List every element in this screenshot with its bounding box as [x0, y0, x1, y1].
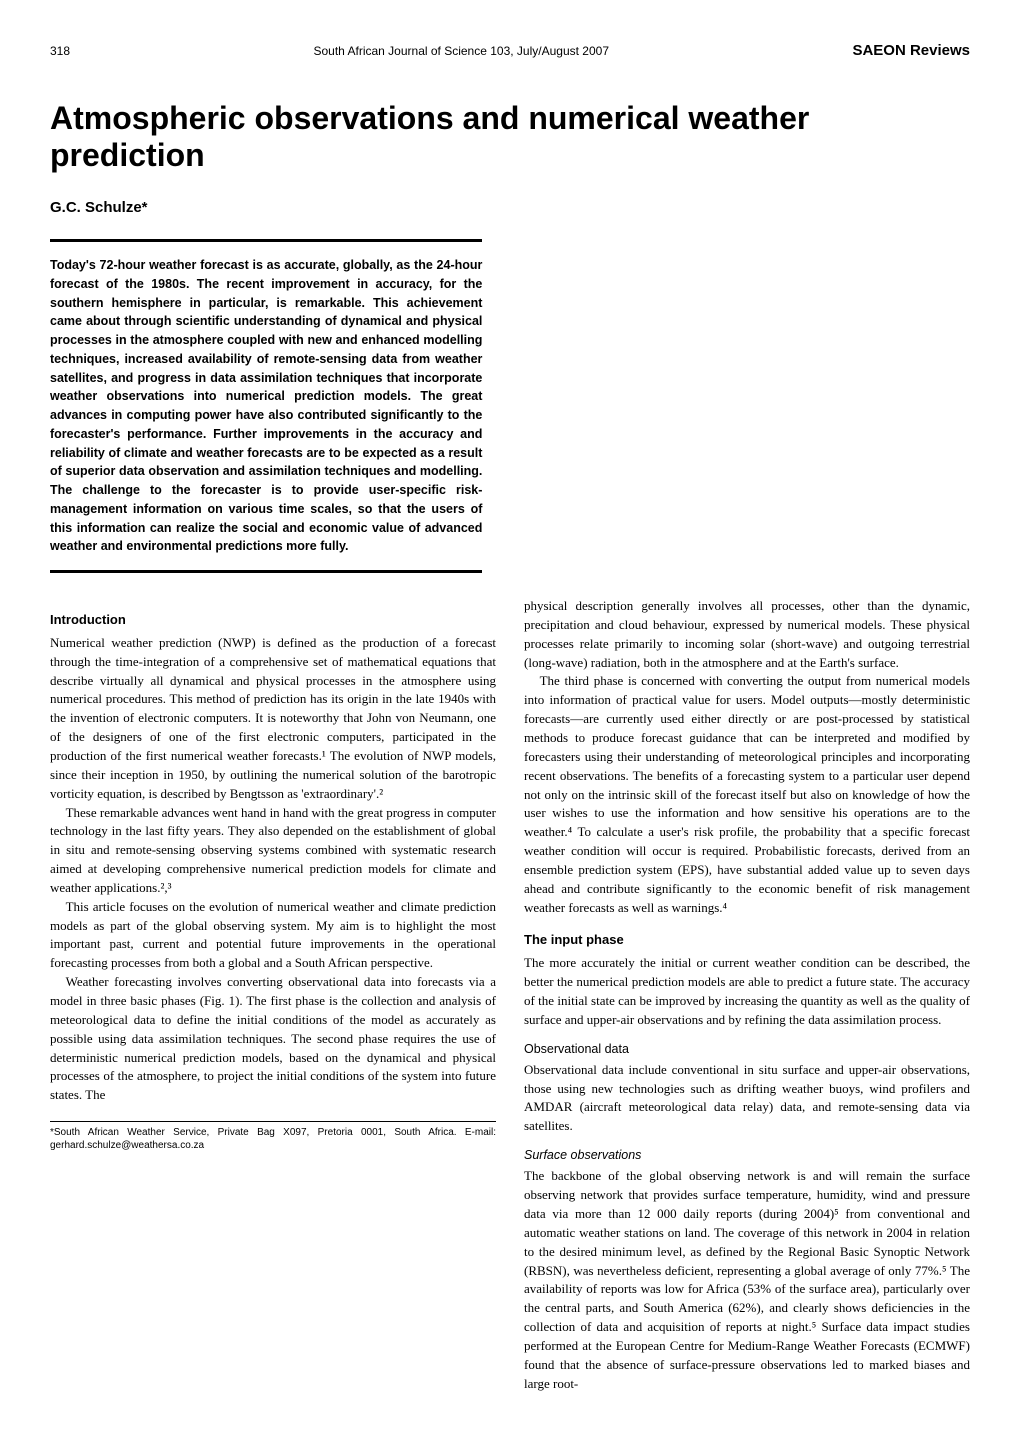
surface-observations-heading: Surface observations — [524, 1146, 970, 1164]
intro-heading: Introduction — [50, 611, 496, 630]
input-para-1: The more accurately the initial or curre… — [524, 954, 970, 1029]
section-label: SAEON Reviews — [852, 40, 970, 62]
intro-para-2: These remarkable advances went hand in h… — [50, 804, 496, 898]
obs-para-1: Observational data include conventional … — [524, 1061, 970, 1136]
running-header: 318 South African Journal of Science 103… — [50, 40, 970, 62]
abstract-text: Today's 72-hour weather forecast is as a… — [50, 256, 482, 556]
intro-para-3: This article focuses on the evolution of… — [50, 898, 496, 973]
rule-below-abstract — [50, 570, 482, 573]
observational-data-heading: Observational data — [524, 1040, 970, 1058]
intro-para-4: Weather forecasting involves converting … — [50, 973, 496, 1105]
surf-para-1: The backbone of the global observing net… — [524, 1167, 970, 1393]
author-line: G.C. Schulze* — [50, 197, 970, 219]
author-footnote: *South African Weather Service, Private … — [50, 1121, 496, 1152]
article-title: Atmospheric observations and numerical w… — [50, 100, 970, 174]
left-column: Introduction Numerical weather predictio… — [50, 597, 496, 1393]
body-columns: Introduction Numerical weather predictio… — [50, 597, 970, 1393]
rule-above-abstract — [50, 239, 482, 242]
journal-title: South African Journal of Science 103, Ju… — [313, 43, 609, 60]
input-phase-heading: The input phase — [524, 931, 970, 950]
page-number: 318 — [50, 43, 70, 60]
right-column: physical description generally involves … — [524, 597, 970, 1393]
cont-para-2: The third phase is concerned with conver… — [524, 672, 970, 917]
intro-para-1: Numerical weather prediction (NWP) is de… — [50, 634, 496, 804]
cont-para-1: physical description generally involves … — [524, 597, 970, 672]
